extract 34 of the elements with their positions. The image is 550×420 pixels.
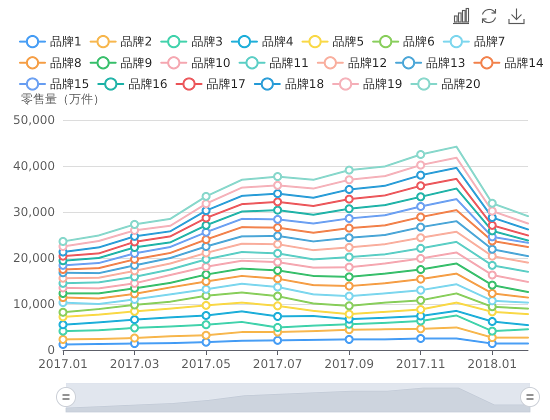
x-tick-label: 2017.03 xyxy=(110,357,160,371)
legend-label: 品牌16 xyxy=(128,77,168,91)
legend-label: 品牌17 xyxy=(206,77,246,91)
x-tick-label: 2017.05 xyxy=(181,357,231,371)
legend-label: 品牌20 xyxy=(441,77,481,91)
legend-label: 品牌5 xyxy=(332,34,364,49)
x-tick-label: 2017.09 xyxy=(324,357,374,371)
y-axis-title: 零售量（万件） xyxy=(21,92,105,106)
y-tick-label: 50,000 xyxy=(13,113,55,127)
legend-label: 品牌12 xyxy=(348,56,388,70)
x-tick-label: 2017.11 xyxy=(396,357,446,371)
legend-label: 品牌8 xyxy=(50,56,82,70)
x-tick-label: 2018.01 xyxy=(467,357,518,371)
legend-label: 品牌7 xyxy=(474,34,506,49)
legend-label: 品牌15 xyxy=(50,77,90,91)
legend-label: 品牌11 xyxy=(270,56,309,70)
y-tick-label: 0 xyxy=(47,343,55,357)
legend-label: 品牌2 xyxy=(120,34,152,49)
legend-label: 品牌19 xyxy=(363,77,402,91)
y-tick-label: 10,000 xyxy=(13,297,55,311)
y-tick-label: 30,000 xyxy=(13,205,55,219)
x-tick-label: 2017.07 xyxy=(252,357,302,371)
legend-label: 品牌3 xyxy=(191,34,223,49)
legend-label: 品牌14 xyxy=(504,56,544,70)
legend-label: 品牌1 xyxy=(50,34,82,49)
legend-label: 品牌10 xyxy=(191,56,231,70)
y-tick-label: 40,000 xyxy=(13,159,55,173)
legend-label: 品牌4 xyxy=(262,34,294,49)
legend-label: 品牌6 xyxy=(403,34,435,49)
legend-label: 品牌9 xyxy=(120,56,152,70)
x-tick-label: 2017.01 xyxy=(38,357,88,371)
legend-label: 品牌13 xyxy=(426,56,466,70)
legend-label: 品牌18 xyxy=(284,77,324,91)
y-tick-label: 20,000 xyxy=(13,251,55,265)
